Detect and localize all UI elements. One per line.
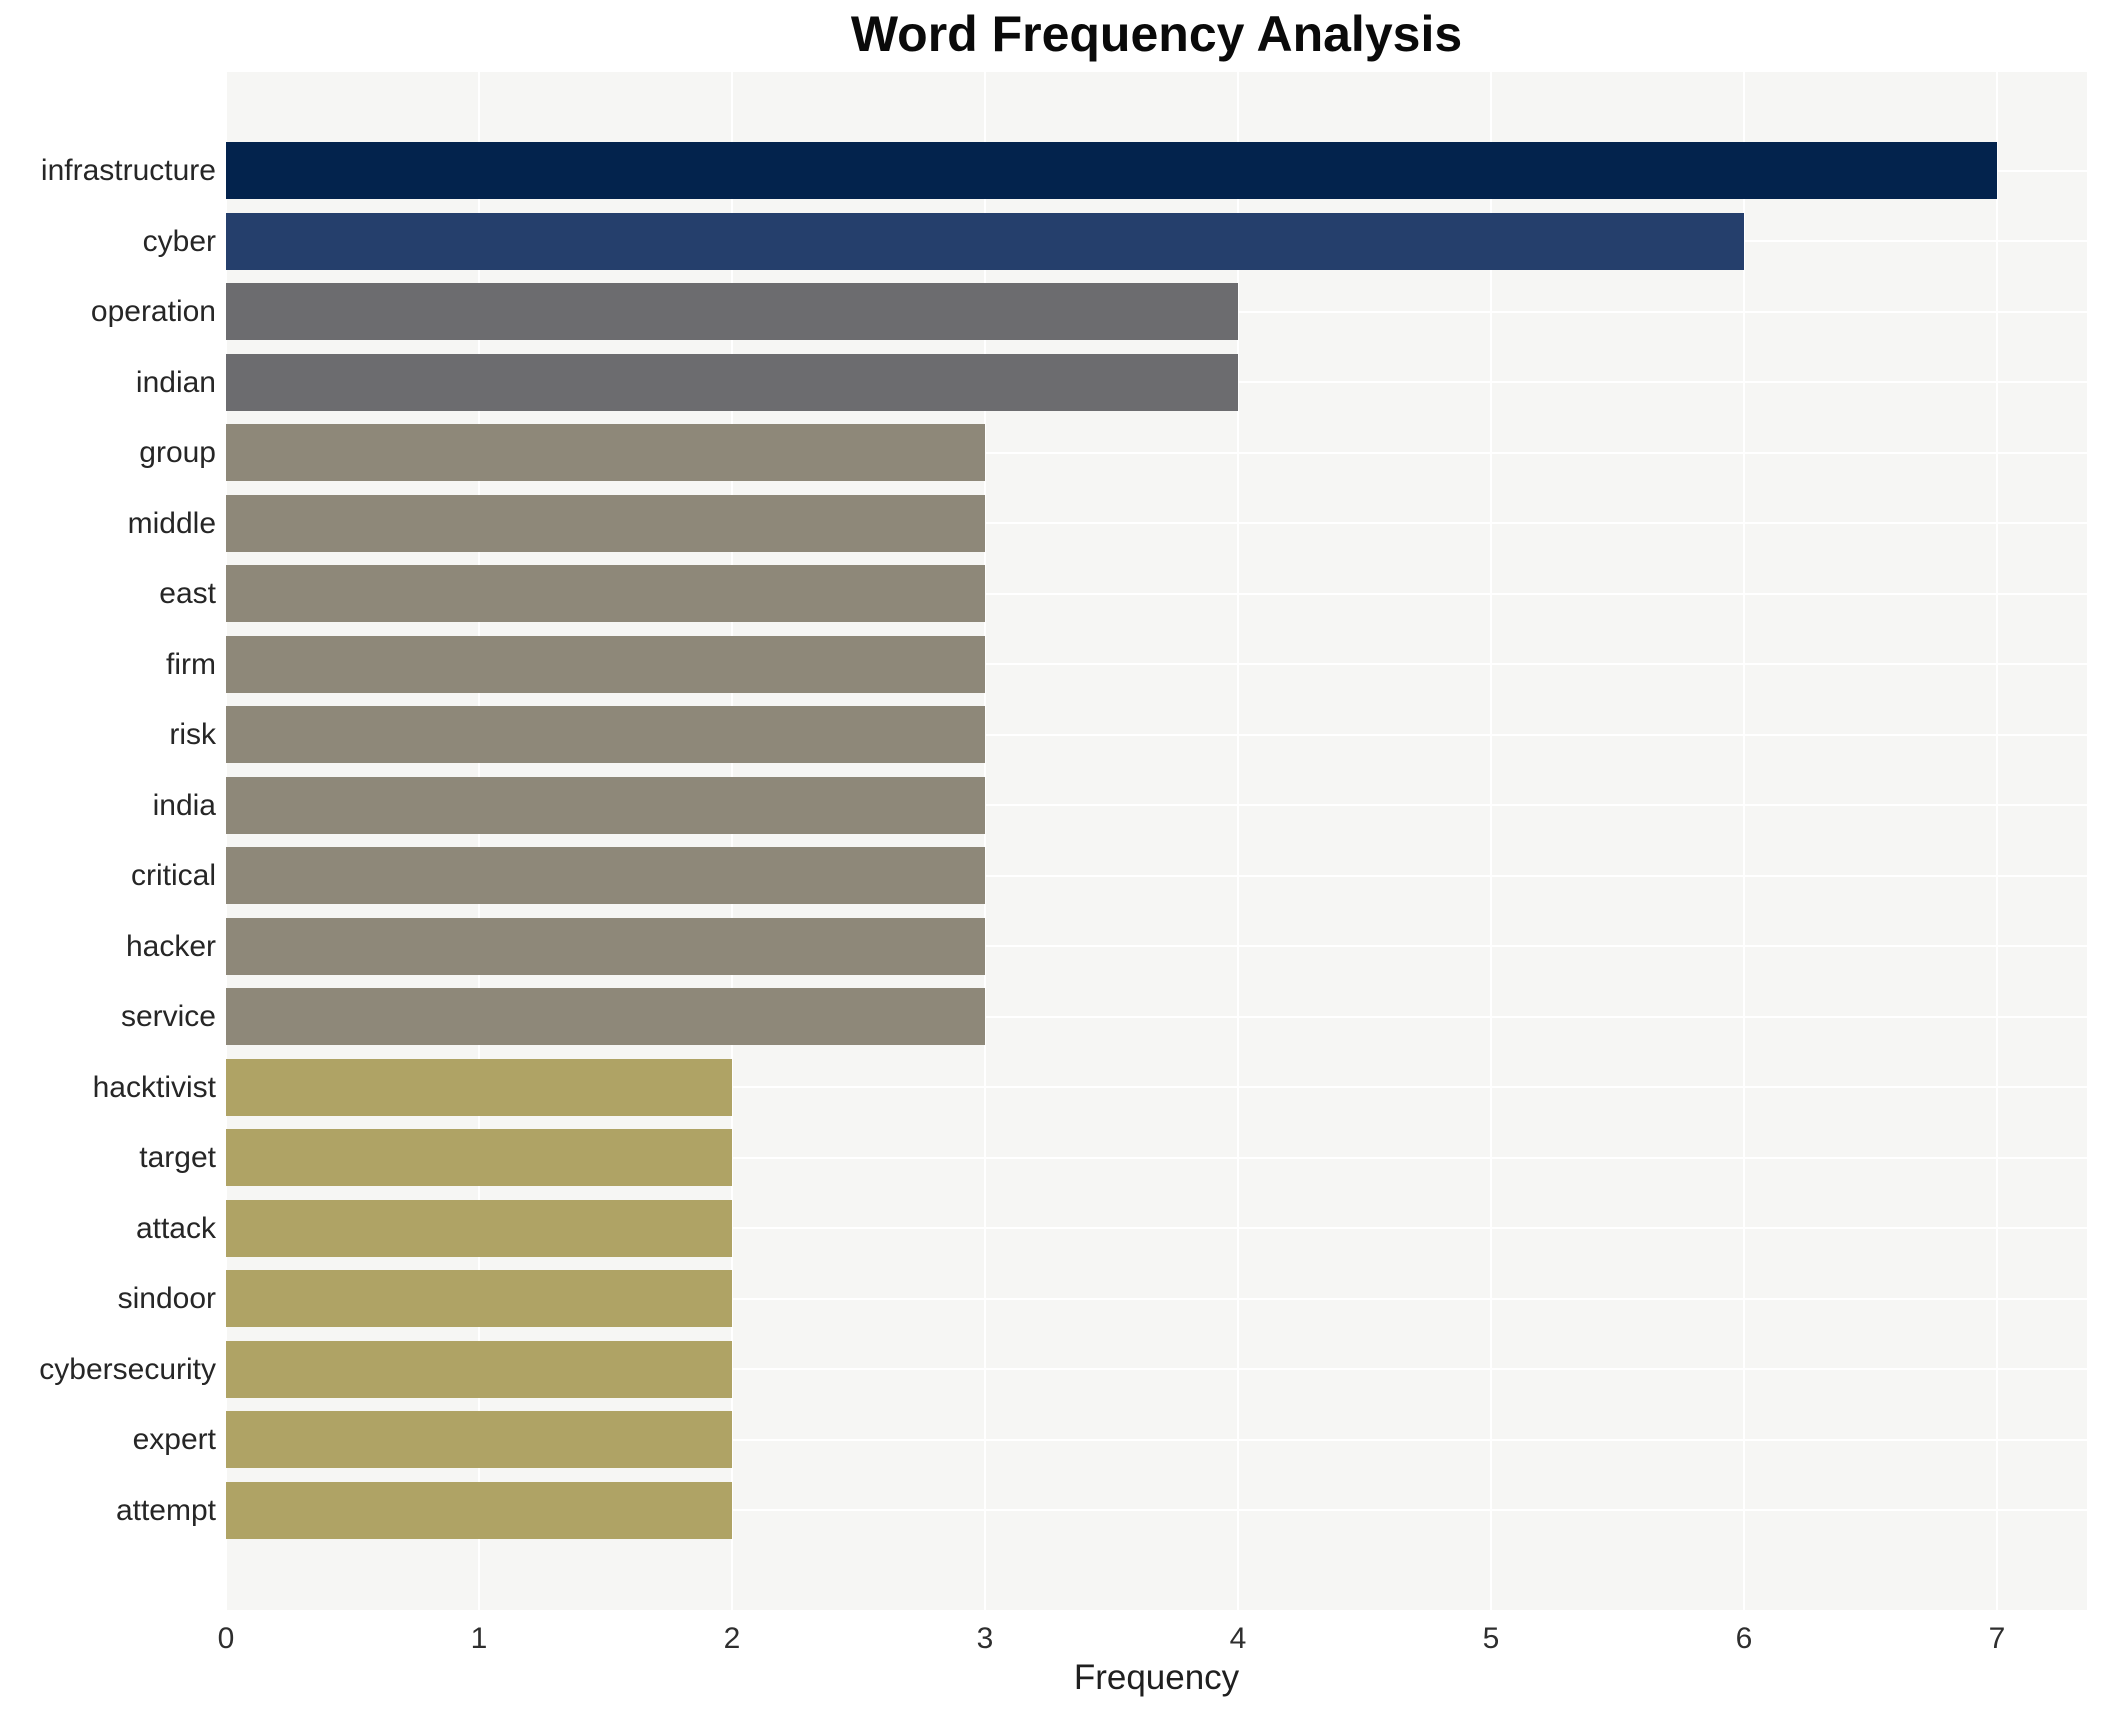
x-axis-label: Frequency	[1073, 1658, 1240, 1697]
y-label-risk: risk	[169, 718, 216, 751]
x-tick-label-3: 3	[976, 1622, 994, 1655]
bar-cyber	[226, 212, 1744, 270]
bar-attempt	[226, 1481, 732, 1539]
bar-indian	[226, 353, 1238, 411]
bar-critical	[226, 847, 985, 904]
v-gridline	[731, 72, 733, 1610]
bar-expert	[226, 1411, 732, 1468]
x-tick-label-4: 4	[1229, 1622, 1247, 1655]
bar-sindoor	[226, 1270, 732, 1327]
y-label-service: service	[120, 1000, 216, 1033]
bar-attack	[226, 1199, 732, 1257]
y-label-indian: indian	[135, 365, 216, 399]
h-gridline	[226, 1297, 2087, 1300]
y-label-attempt: attempt	[115, 1493, 216, 1527]
bar-east	[226, 565, 985, 622]
h-gridline	[226, 804, 2087, 806]
v-gridline	[1490, 72, 1492, 1610]
y-label-hacktivist: hacktivist	[92, 1070, 216, 1104]
y-label-india: india	[152, 788, 216, 822]
bar-group	[226, 424, 985, 481]
y-label-sindoor: sindoor	[117, 1282, 216, 1315]
y-label-operation: operation	[90, 295, 216, 328]
bar-hacker	[226, 917, 985, 975]
plot-area	[225, 72, 2087, 1610]
y-label-firm: firm	[166, 647, 216, 681]
h-gridline	[226, 1368, 2087, 1370]
h-gridline	[226, 1509, 2087, 1511]
bar-risk	[226, 706, 985, 763]
h-gridline	[226, 451, 2087, 454]
v-gridline	[478, 72, 480, 1610]
y-label-cyber: cyber	[142, 224, 216, 258]
chart-title: Word Frequency Analysis	[850, 6, 1463, 62]
bar-cybersecurity	[226, 1340, 732, 1398]
h-gridline	[226, 663, 2087, 665]
h-gridline	[226, 522, 2087, 524]
y-label-east: east	[159, 577, 216, 610]
h-gridline	[226, 1156, 2087, 1159]
bar-service	[226, 988, 985, 1045]
h-gridline	[226, 1227, 2087, 1229]
bar-firm	[226, 635, 985, 693]
y-label-infrastructure: infrastructure	[40, 154, 216, 187]
h-gridline	[226, 1438, 2087, 1441]
y-label-target: target	[139, 1141, 216, 1174]
h-gridline	[226, 592, 2087, 595]
bar-middle	[226, 494, 985, 552]
h-gridline	[226, 945, 2087, 947]
y-label-middle: middle	[127, 506, 216, 540]
h-gridline	[226, 874, 2087, 877]
bar-operation	[226, 283, 1238, 340]
y-label-cybersecurity: cybersecurity	[39, 1352, 216, 1386]
v-gridline	[1996, 72, 1998, 1610]
v-gridline	[984, 72, 986, 1610]
bar-india	[226, 776, 985, 834]
y-label-hacker: hacker	[125, 929, 216, 963]
bar-hacktivist	[226, 1058, 732, 1116]
y-label-attack: attack	[135, 1211, 216, 1245]
x-tick-label-0: 0	[217, 1622, 235, 1655]
h-gridline	[226, 733, 2087, 736]
y-label-group: group	[139, 436, 216, 469]
v-gridline	[225, 72, 227, 1610]
h-gridline	[226, 1086, 2087, 1088]
x-tick-label-2: 2	[723, 1622, 741, 1655]
x-tick-label-6: 6	[1735, 1622, 1753, 1655]
x-tick-label-1: 1	[470, 1622, 488, 1655]
x-tick-label-7: 7	[1988, 1622, 2006, 1655]
h-gridline	[226, 1015, 2087, 1018]
bar-infrastructure	[226, 142, 1997, 199]
y-label-expert: expert	[132, 1423, 216, 1456]
x-tick-label-5: 5	[1482, 1622, 1500, 1655]
bar-target	[226, 1129, 732, 1186]
v-gridline	[1237, 72, 1239, 1610]
v-gridline	[1743, 72, 1745, 1610]
y-label-critical: critical	[130, 859, 216, 892]
